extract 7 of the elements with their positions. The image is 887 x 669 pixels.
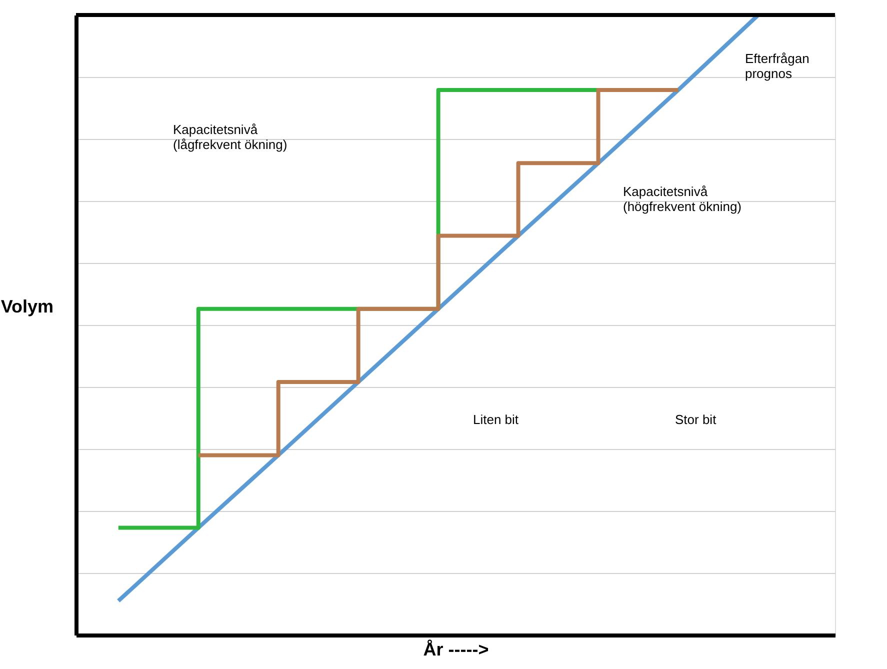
x-axis-title: År -----> — [423, 640, 489, 660]
annotation: Efterfrågan prognos — [745, 51, 810, 81]
annotation: Kapacitetsnivå (lågfrekvent ökning) — [173, 122, 288, 152]
annotation: Liten bit — [473, 412, 519, 427]
annotation: Kapacitetsnivå (högfrekvent ökning) — [623, 184, 742, 214]
y-axis-title: Volym — [0, 296, 54, 316]
annotation: Stor bit — [675, 412, 717, 427]
